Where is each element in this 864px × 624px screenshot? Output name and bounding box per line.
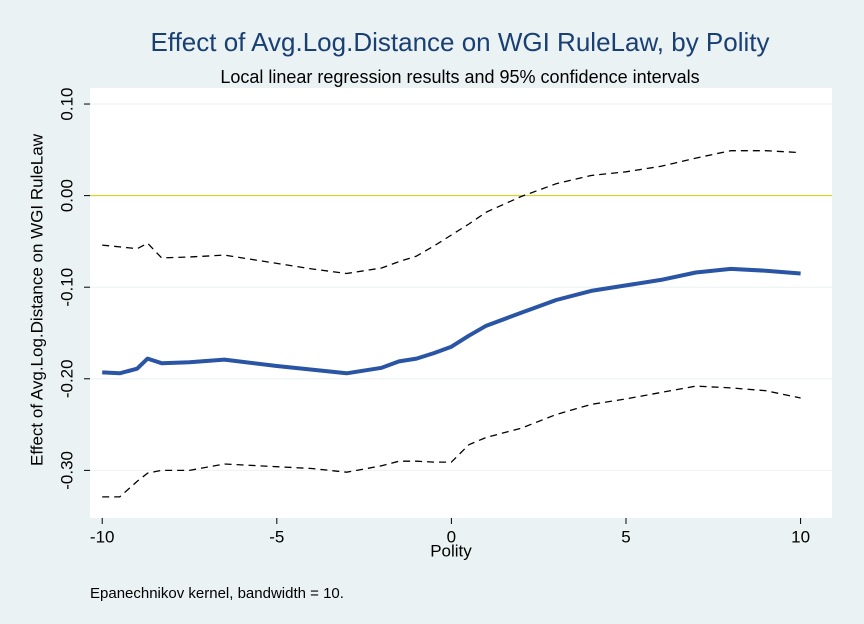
x-tick-label: 0 (447, 527, 456, 546)
x-axis-label: Polity (430, 541, 472, 560)
x-tick-label: -10 (90, 527, 115, 546)
y-tick-label: 0.00 (57, 179, 76, 212)
y-tick-label: 0.10 (57, 87, 76, 120)
series-line (102, 385, 801, 498)
y-tick-label: -0.10 (57, 268, 76, 307)
x-tick-label: -5 (269, 527, 284, 546)
y-tick-label: -0.30 (57, 451, 76, 490)
x-tick-label: 10 (791, 527, 810, 546)
series-line (102, 266, 801, 376)
y-axis-label: Effect of Avg.Log.Distance on WGI RuleLa… (27, 133, 46, 466)
chart-title: Effect of Avg.Log.Distance on WGI RuleLa… (150, 27, 769, 57)
y-tick-label: -0.20 (57, 359, 76, 398)
plot-area (90, 88, 832, 518)
note: Epanechnikov kernel, bandwidth = 10. (90, 585, 344, 602)
series-line (102, 150, 801, 275)
x-tick-label: 5 (621, 527, 630, 546)
chart-subtitle: Local linear regression results and 95% … (220, 67, 699, 87)
